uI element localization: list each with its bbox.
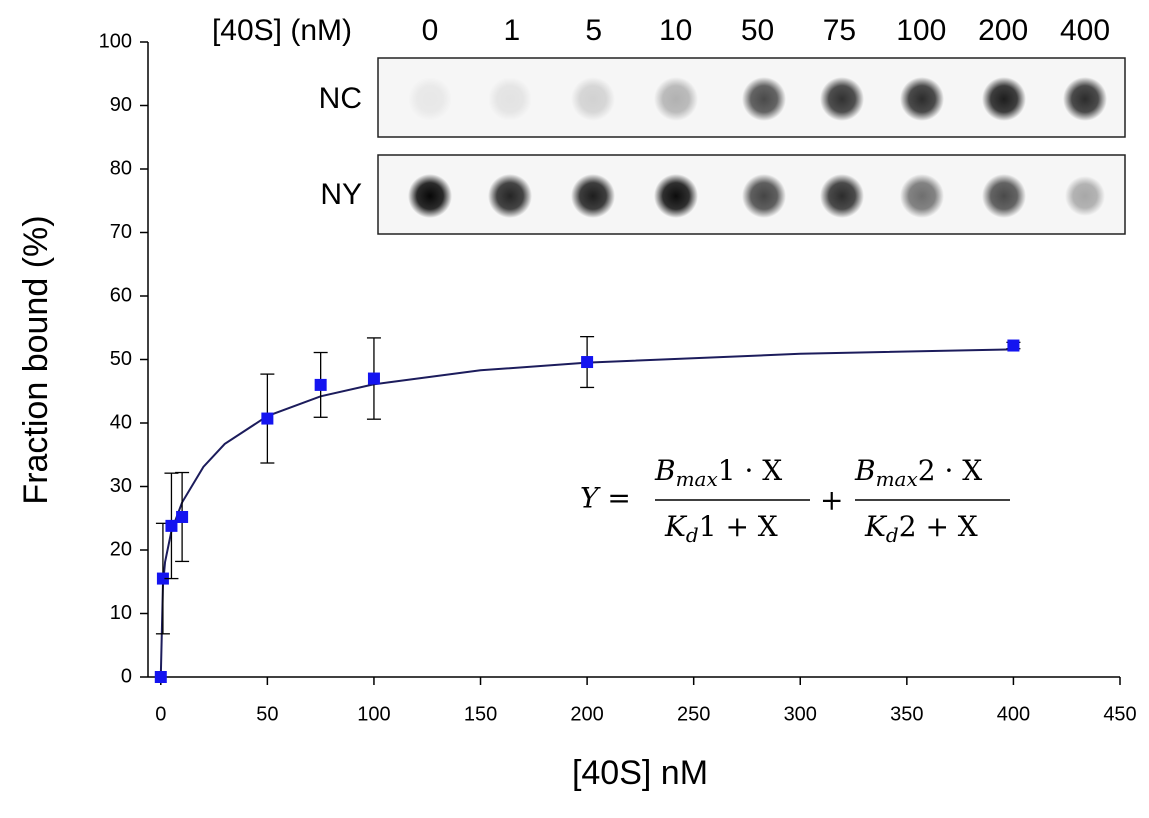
fit-curve xyxy=(159,348,1014,678)
blot-header: [40S] (nM) xyxy=(212,14,352,47)
data-point xyxy=(314,378,327,391)
y-tick-label: 0 xyxy=(121,665,132,687)
x-tick-label: 50 xyxy=(256,703,278,725)
y-tick-label: 20 xyxy=(110,538,132,560)
y-tick-label: 10 xyxy=(110,602,132,624)
equation-lhs: Y = xyxy=(580,482,631,515)
x-tick-label: 450 xyxy=(1103,703,1136,725)
y-tick-label: 30 xyxy=(110,475,132,497)
y-axis-label: Fraction bound (%) xyxy=(17,215,55,504)
eq-symbol: B xyxy=(854,454,876,487)
x-tick-label: 350 xyxy=(890,703,923,725)
blot-lane-label: 100 xyxy=(896,14,946,47)
data-point xyxy=(176,510,189,523)
data-point xyxy=(261,412,274,425)
eq-subscript: d xyxy=(886,523,899,547)
eq-text: 1 · X xyxy=(718,454,783,487)
y-tick-label: 80 xyxy=(110,157,132,179)
data-point xyxy=(581,356,594,369)
data-point xyxy=(154,671,167,683)
eq-subscript: max xyxy=(676,467,718,491)
eq-text: 1 + X xyxy=(699,510,778,543)
equation-plus: + xyxy=(820,484,843,517)
blot-image xyxy=(377,57,1126,235)
blot-lane-label: 0 xyxy=(422,14,439,47)
x-tick-label: 0 xyxy=(155,703,166,725)
x-tick-label: 150 xyxy=(464,703,497,725)
data-point xyxy=(367,372,380,385)
blot-lane-label: 1 xyxy=(504,14,521,47)
y-tick-label: 90 xyxy=(110,94,132,116)
eq-subscript: d xyxy=(686,523,699,547)
blot-lane-label: 400 xyxy=(1060,14,1110,47)
x-tick-label: 100 xyxy=(357,703,390,725)
eq-text: 2 + X xyxy=(899,510,978,543)
eq-text: 2 · X xyxy=(918,454,983,487)
blot-lane-label: 50 xyxy=(741,14,774,47)
y-tick-label: 60 xyxy=(110,284,132,306)
blot-row-label: NC xyxy=(319,82,362,115)
y-tick-label: 100 xyxy=(99,30,132,52)
blot-row-label: NY xyxy=(320,178,362,211)
eq-symbol: B xyxy=(654,454,676,487)
x-tick-label: 300 xyxy=(784,703,817,725)
x-axis-label: [40S] nM xyxy=(572,754,708,792)
eq-subscript: max xyxy=(876,467,918,491)
blot-lane-label: 75 xyxy=(823,14,856,47)
blot-lane-label: 5 xyxy=(585,14,602,47)
x-tick-label: 400 xyxy=(997,703,1030,725)
y-tick-label: 50 xyxy=(110,348,132,370)
svg-text:Bmax1 · X: Bmax1 · X xyxy=(654,454,782,491)
equation: Y = Bmax1 · X Kd1 + X + Bmax2 · X Kd2 + … xyxy=(580,454,1010,547)
eq-symbol: K xyxy=(664,510,688,543)
data-point xyxy=(156,572,169,585)
x-tick-label: 200 xyxy=(570,703,603,725)
data-point xyxy=(165,519,178,532)
x-tick-label: 250 xyxy=(677,703,710,725)
svg-text:Bmax2 · X: Bmax2 · X xyxy=(854,454,982,491)
blot-lane-label: 200 xyxy=(978,14,1028,47)
y-tick-label: 40 xyxy=(110,411,132,433)
y-tick-label: 70 xyxy=(110,221,132,243)
data-point xyxy=(1007,339,1020,352)
blot-dots xyxy=(408,77,1107,218)
eq-symbol: K xyxy=(864,510,888,543)
svg-text:Kd1 + X: Kd1 + X xyxy=(664,510,778,547)
blot-lane-label: 10 xyxy=(659,14,692,47)
svg-text:Kd2 + X: Kd2 + X xyxy=(864,510,978,547)
